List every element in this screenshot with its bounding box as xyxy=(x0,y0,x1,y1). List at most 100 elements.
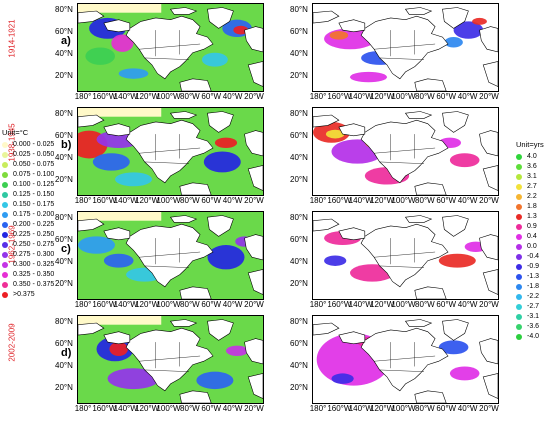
legend-temperature-label: 0.050 - 0.075 xyxy=(13,161,55,168)
longitude-tick-label: 20°W xyxy=(479,404,499,413)
border-line xyxy=(379,265,425,268)
land-mass xyxy=(404,111,433,119)
legend-years-entry: 4.0 xyxy=(516,152,544,162)
longitude-tick-label: 100°W xyxy=(156,196,181,205)
legend-temperature-entry: 0.350 - 0.375 xyxy=(2,280,54,290)
anomaly-blob xyxy=(196,371,234,390)
legend-temperature-entry: 0.250 - 0.275 xyxy=(2,240,54,250)
legend-years-label: 3.1 xyxy=(527,173,537,180)
legend-years-entry: -0.9 xyxy=(516,262,544,272)
map-svg xyxy=(313,215,498,299)
anomaly-blob xyxy=(331,373,354,384)
legend-temperature-entry: 0.075 - 0.100 xyxy=(2,170,54,180)
legend-years-entry: -2.2 xyxy=(516,292,544,302)
land-mass xyxy=(414,78,447,91)
longitude-tick-label: 80°W xyxy=(180,404,200,413)
anomaly-blob xyxy=(453,21,484,39)
legend-years-entry: 2.7 xyxy=(516,182,544,192)
longitude-tick-label: 120°W xyxy=(370,300,395,309)
map-svg xyxy=(313,111,498,195)
longitude-tick-label: 180° xyxy=(74,300,92,309)
longitude-tick-label: 140°W xyxy=(348,300,373,309)
latitude-tick-label: 60°N xyxy=(290,339,308,348)
land-mass xyxy=(479,130,498,157)
longitude-tick-label: 160°W xyxy=(327,300,352,309)
legend-years-entry: 1.3 xyxy=(516,212,544,222)
longitude-tick-label: 60°W xyxy=(201,300,222,309)
anomaly-blob xyxy=(350,71,387,83)
legend-years-label: 0.4 xyxy=(527,233,537,240)
longitude-axis: 180° 160°W 140°W 120°W 100°W 80°W 60°W 40°W 20°W xyxy=(310,92,499,102)
land-mass xyxy=(338,227,366,241)
longitude-tick-label: 40°W xyxy=(457,300,478,309)
legend-temperature-entry: 0.200 - 0.225 xyxy=(2,220,54,230)
land-mass xyxy=(482,373,498,399)
legend-temperature-label: 0.250 - 0.275 xyxy=(13,241,55,248)
land-mass xyxy=(338,19,366,33)
legend-years-label: 1.3 xyxy=(527,213,537,220)
legend-temperature-swatch xyxy=(2,212,8,218)
ocean-field xyxy=(78,108,162,117)
legend-temperature-label: 0.175 - 0.200 xyxy=(13,211,55,218)
latitude-tick-label: 20°N xyxy=(55,279,73,288)
legend-years-swatch xyxy=(516,314,522,320)
latitude-tick-label: 20°N xyxy=(55,383,73,392)
land-mass xyxy=(313,322,340,336)
anomaly-blob xyxy=(214,137,238,149)
legend-years-entry: -3.1 xyxy=(516,312,544,322)
legend-temperature-label: 0.275 - 0.300 xyxy=(13,251,55,258)
map-svg xyxy=(78,4,263,91)
legend-temperature-entry: 0.275 - 0.300 xyxy=(2,250,54,260)
land-mass xyxy=(125,223,214,288)
land-mass xyxy=(482,165,498,191)
land-mass xyxy=(442,7,469,29)
land-mass xyxy=(442,215,469,237)
longitude-tick-label: 120°W xyxy=(135,300,160,309)
longitude-tick-label: 20°W xyxy=(244,300,264,309)
longitude-tick-label: 160°W xyxy=(327,196,352,205)
trend-map-panel xyxy=(312,315,499,404)
legend-temperature-swatch xyxy=(2,232,8,238)
land-mass xyxy=(103,19,131,33)
legend-years-label: 1.8 xyxy=(527,203,537,210)
land-mass xyxy=(179,390,212,403)
legend-temperature-entry: 0.125 - 0.150 xyxy=(2,190,54,200)
anomaly-blob xyxy=(449,153,480,168)
legend-temperature-swatch xyxy=(2,172,8,178)
anomaly-blob xyxy=(449,366,480,381)
border-line xyxy=(139,251,201,258)
latitude-tick-label: 60°N xyxy=(55,235,73,244)
longitude-tick-label: 80°W xyxy=(415,196,435,205)
latitude-tick-label: 80°N xyxy=(290,317,308,326)
latitude-tick-label: 40°N xyxy=(290,257,308,266)
latitude-tick-label: 80°N xyxy=(290,213,308,222)
temperature-map-panel xyxy=(77,211,264,300)
legend-years-swatch xyxy=(516,264,522,270)
period-label-d: 2002-2009 xyxy=(7,323,17,362)
legend-temperature-entry: 0.100 - 0.125 xyxy=(2,180,54,190)
land-mass xyxy=(169,319,198,327)
land-mass xyxy=(207,111,234,133)
land-mass xyxy=(103,123,131,137)
legend-years-label: -0.4 xyxy=(527,253,540,260)
latitude-tick-label: 60°N xyxy=(290,131,308,140)
longitude-tick-label: 180° xyxy=(74,196,92,205)
ocean-field xyxy=(78,316,162,325)
longitude-tick-label: 60°W xyxy=(436,196,457,205)
longitude-axis: 180° 160°W 140°W 120°W 100°W 80°W 60°W 40°W 20°W xyxy=(74,196,264,206)
anomaly-blob xyxy=(115,172,152,187)
map-svg xyxy=(78,212,263,299)
latitude-tick-label: 40°N xyxy=(55,361,73,370)
longitude-axis: 180° 160°W 140°W 120°W 100°W 80°W 60°W 40°W 20°W xyxy=(310,404,499,414)
land-mass xyxy=(244,338,263,365)
longitude-tick-label: 80°W xyxy=(180,196,200,205)
legend-years-swatch xyxy=(516,224,522,230)
land-mass xyxy=(78,10,105,24)
legend-temperature-entry: 0.050 - 0.075 xyxy=(2,160,54,170)
trend-map-panel xyxy=(312,211,499,300)
legend-temperature-label: 0.150 - 0.175 xyxy=(13,201,55,208)
latitude-tick-label: 20°N xyxy=(55,175,73,184)
longitude-tick-label: 40°W xyxy=(457,92,478,101)
longitude-tick-label: 100°W xyxy=(391,196,416,205)
land-mass xyxy=(247,165,263,191)
